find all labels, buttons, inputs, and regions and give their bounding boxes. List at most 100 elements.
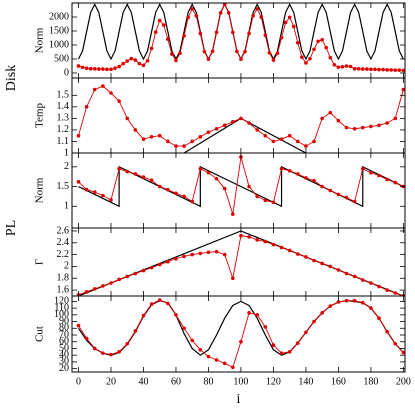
data-point [267,51,272,55]
x-tick-label: 0 [76,376,81,387]
data-point [385,68,389,72]
data-point [149,178,154,183]
x-tick-label: 180 [363,376,378,387]
data-point [352,66,357,71]
data-point [129,56,134,61]
data-point [206,170,211,175]
data-point [174,58,178,63]
data-point [133,271,138,276]
data-point [381,67,385,72]
data-point [101,351,105,355]
data-point [385,288,389,292]
data-point [344,271,349,276]
data-point [141,137,146,141]
data-point [304,144,308,148]
data-point [344,64,349,68]
data-point [312,47,316,52]
data-point [101,84,105,88]
data-point [166,301,170,306]
x-tick-label: 160 [331,376,346,387]
data-point [247,31,251,36]
data-point [336,268,341,272]
data-point [255,194,259,199]
y-axis-label: Γ [34,259,46,265]
data-point [287,168,292,173]
data-point [117,350,121,354]
data-point [190,252,195,257]
data-point [133,58,138,62]
y-tick-label: 500 [54,53,69,64]
data-point [255,7,259,11]
data-point [157,18,162,23]
data-point [369,170,373,175]
data-point [340,65,345,69]
data-point [231,30,235,35]
data-point [373,67,377,72]
data-point [279,137,284,141]
data-point [178,51,182,56]
data-point [336,65,341,70]
data-point [304,255,308,259]
data-point [271,343,276,347]
data-point [287,248,292,253]
x-tick-label: 120 [266,376,281,387]
data-point [231,120,235,124]
y-tick-label: 2.2 [57,249,70,260]
data-point [137,61,142,66]
y-tick-label: 2.6 [57,225,70,236]
data-point [141,63,146,68]
panel-frame [71,77,406,154]
data-point [149,302,154,306]
data-point [377,123,381,128]
data-point [239,339,243,344]
data-point [393,180,398,185]
y-tick-label: 1 [64,201,69,212]
data-point [206,130,211,135]
plot-area [76,230,405,296]
data-point [149,265,154,270]
data-point [84,336,89,341]
data-point [328,264,333,269]
model-line [78,300,404,356]
data-point [231,365,235,370]
x-tick-label: 60 [171,376,181,387]
data-point [397,68,402,72]
data-point [295,341,300,345]
y-tick-label: 60 [59,336,69,347]
y-tick-label: 120 [54,296,69,307]
data-point [210,49,215,54]
data-point [190,7,195,11]
data-point [247,311,251,315]
panel-frame [71,2,406,79]
y-tick-label: 2 [64,161,69,172]
data-point [76,64,81,68]
data-point [263,33,268,38]
data-point [312,139,316,144]
data-point [324,45,329,50]
data-point [84,187,89,192]
x-tick-label: 200 [396,376,411,387]
data-point [239,233,243,238]
data-point [141,268,146,273]
data-point [198,135,203,139]
data-point [214,30,219,35]
data-point [320,261,324,266]
data-point [109,281,113,285]
data-point [202,49,207,54]
y-tick-label: 1500 [49,25,69,36]
data-point [247,235,251,239]
data-point [263,133,268,138]
data-point [312,319,316,324]
data-point [145,58,150,63]
data-point [141,175,146,179]
data-point [117,166,121,171]
y-tick-label: 1.5 [57,90,70,101]
data-point [166,37,170,41]
plot-area [76,155,405,216]
y-tick-label: 50 [59,343,69,354]
data-point [222,3,227,7]
data-point [231,276,235,281]
data-point [198,166,203,171]
data-point [263,239,268,244]
